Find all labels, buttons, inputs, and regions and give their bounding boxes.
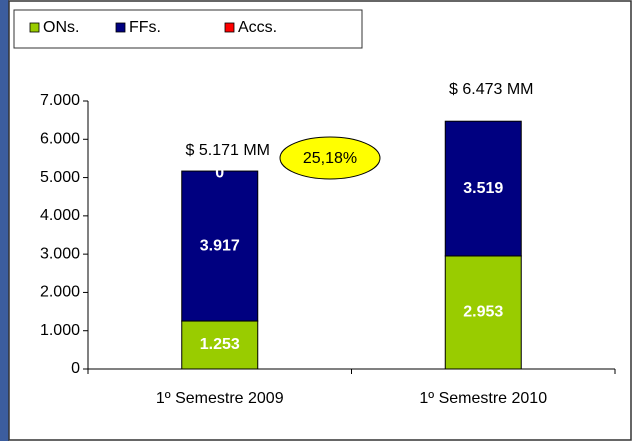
- legend-box: [13, 9, 363, 49]
- x-tick-label: 1º Semestre 2009: [156, 390, 284, 407]
- bar-segment: [181, 170, 259, 322]
- value-label: 3.519: [463, 180, 503, 197]
- value-label: 3.917: [200, 237, 240, 254]
- bar-segment: [181, 320, 259, 370]
- legend-swatch: [115, 22, 126, 33]
- y-tick-label: 2.000: [40, 284, 80, 301]
- frame: [8, 0, 632, 441]
- legend-label: ONs.: [43, 19, 79, 36]
- bar-segment: [444, 120, 522, 257]
- y-tick-label: 3.000: [40, 245, 80, 262]
- y-tick-label: 6.000: [40, 131, 80, 148]
- value-label: 0: [215, 164, 224, 181]
- bar-segment: [444, 255, 522, 370]
- legend-label: Accs.: [238, 19, 277, 36]
- y-tick-label: 5.000: [40, 169, 80, 186]
- x-tick-label: 1º Semestre 2010: [419, 390, 547, 407]
- y-tick-label: 0: [71, 360, 80, 377]
- annotation: $ 5.171 MM: [186, 142, 270, 159]
- legend-swatch: [224, 22, 235, 33]
- value-label: 1.253: [200, 336, 240, 353]
- side-strip: [0, 0, 9, 441]
- y-tick-label: 4.000: [40, 207, 80, 224]
- annotation: 25,18%: [303, 150, 357, 167]
- y-tick-label: 1.000: [40, 322, 80, 339]
- annotation: $ 6.473 MM: [449, 81, 533, 98]
- legend-swatch: [29, 22, 40, 33]
- callout: [279, 136, 381, 180]
- y-tick-label: 7.000: [40, 92, 80, 109]
- value-label: 2.953: [463, 304, 503, 321]
- legend-label: FFs.: [129, 19, 161, 36]
